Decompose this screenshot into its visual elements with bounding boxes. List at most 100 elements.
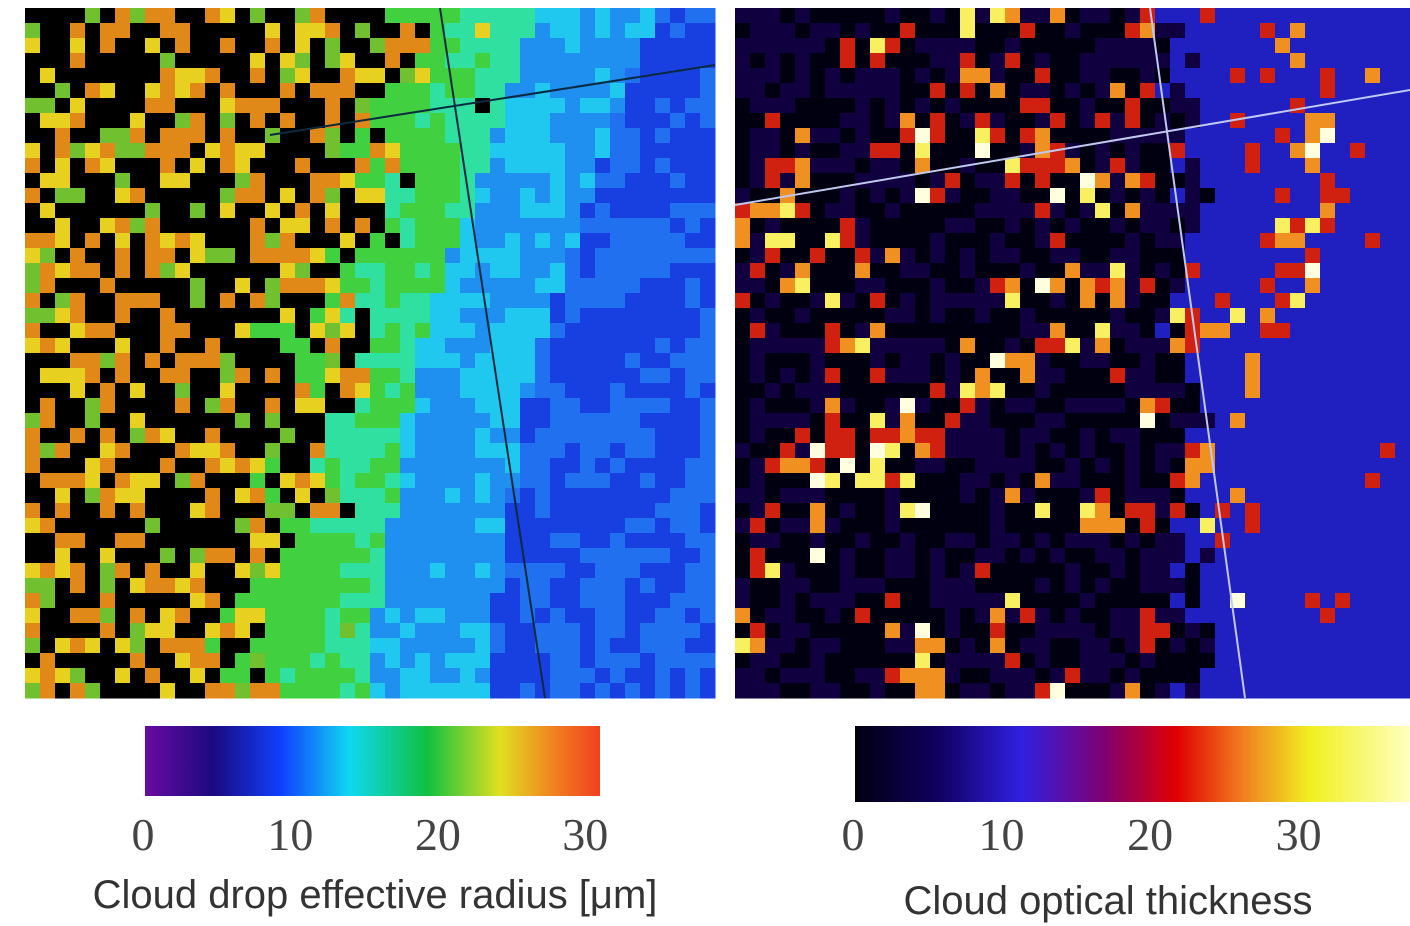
- pixel: [915, 68, 931, 84]
- pixel: [1365, 428, 1381, 444]
- pixel: [415, 683, 431, 699]
- pixel: [750, 8, 766, 24]
- pixel: [1005, 308, 1021, 324]
- pixel: [795, 638, 811, 654]
- pixel: [1185, 548, 1201, 564]
- pixel: [840, 473, 856, 489]
- pixel: [460, 383, 476, 399]
- pixel: [795, 428, 811, 444]
- pixel: [735, 578, 751, 594]
- pixel: [1230, 473, 1246, 489]
- pixel: [610, 308, 626, 324]
- pixel: [1140, 683, 1156, 699]
- pixel: [655, 278, 671, 294]
- pixel: [1095, 278, 1111, 294]
- pixel: [625, 293, 641, 309]
- pixel: [145, 398, 161, 414]
- pixel: [25, 293, 41, 309]
- pixel: [190, 428, 206, 444]
- pixel: [355, 143, 371, 159]
- pixel: [175, 308, 191, 324]
- pixel: [1050, 113, 1066, 129]
- pixel: [145, 203, 161, 219]
- pixel: [265, 128, 281, 144]
- pixel: [550, 623, 566, 639]
- pixel: [460, 278, 476, 294]
- pixel: [870, 143, 886, 159]
- tick-label: 30: [562, 809, 608, 860]
- pixel: [325, 323, 341, 339]
- pixel: [1020, 473, 1036, 489]
- pixel: [810, 593, 826, 609]
- pixel: [415, 593, 431, 609]
- pixel: [310, 383, 326, 399]
- pixel: [780, 203, 796, 219]
- pixel: [55, 8, 71, 24]
- pixel: [160, 308, 176, 324]
- pixel: [1125, 593, 1141, 609]
- pixel: [370, 473, 386, 489]
- pixel: [795, 623, 811, 639]
- pixel: [385, 23, 401, 39]
- pixel: [930, 203, 946, 219]
- pixel: [670, 368, 686, 384]
- pixel: [595, 533, 611, 549]
- pixel: [1080, 473, 1096, 489]
- pixel: [1380, 248, 1396, 264]
- pixel: [280, 443, 296, 459]
- pixel: [100, 173, 116, 189]
- pixel: [930, 428, 946, 444]
- pixel: [190, 278, 206, 294]
- pixel: [915, 638, 931, 654]
- pixel: [580, 623, 596, 639]
- pixel: [610, 383, 626, 399]
- pixel: [915, 578, 931, 594]
- pixel: [1245, 668, 1261, 684]
- pixel: [145, 8, 161, 24]
- pixel: [340, 68, 356, 84]
- pixel: [990, 593, 1006, 609]
- pixel: [205, 338, 221, 354]
- pixel: [750, 503, 766, 519]
- pixel: [1125, 653, 1141, 669]
- pixel: [355, 23, 371, 39]
- pixel: [40, 188, 56, 204]
- pixel: [735, 233, 751, 249]
- pixel: [475, 143, 491, 159]
- pixel: [55, 683, 71, 699]
- pixel: [990, 503, 1006, 519]
- pixel: [220, 623, 236, 639]
- pixel: [1005, 173, 1021, 189]
- pixel: [1095, 488, 1111, 504]
- pixel: [520, 23, 536, 39]
- pixel: [1200, 53, 1216, 69]
- pixel: [115, 653, 131, 669]
- pixel: [1155, 278, 1171, 294]
- pixel: [205, 503, 221, 519]
- pixel: [670, 338, 686, 354]
- pixel: [885, 473, 901, 489]
- pixel: [945, 203, 961, 219]
- pixel: [610, 218, 626, 234]
- pixel: [1290, 428, 1306, 444]
- pixel: [430, 38, 446, 54]
- pixel: [795, 53, 811, 69]
- pixel: [325, 308, 341, 324]
- pixel: [1140, 533, 1156, 549]
- pixel: [550, 458, 566, 474]
- pixel: [370, 368, 386, 384]
- pixel: [325, 293, 341, 309]
- pixel: [915, 518, 931, 534]
- pixel: [735, 143, 751, 159]
- pixel: [190, 8, 206, 24]
- pixel: [1095, 293, 1111, 309]
- pixel: [610, 683, 626, 699]
- pixel: [1035, 218, 1051, 234]
- pixel: [85, 68, 101, 84]
- pixel: [250, 248, 266, 264]
- pixel: [840, 113, 856, 129]
- pixel: [930, 233, 946, 249]
- pixel: [565, 653, 581, 669]
- pixel: [265, 278, 281, 294]
- pixel: [580, 473, 596, 489]
